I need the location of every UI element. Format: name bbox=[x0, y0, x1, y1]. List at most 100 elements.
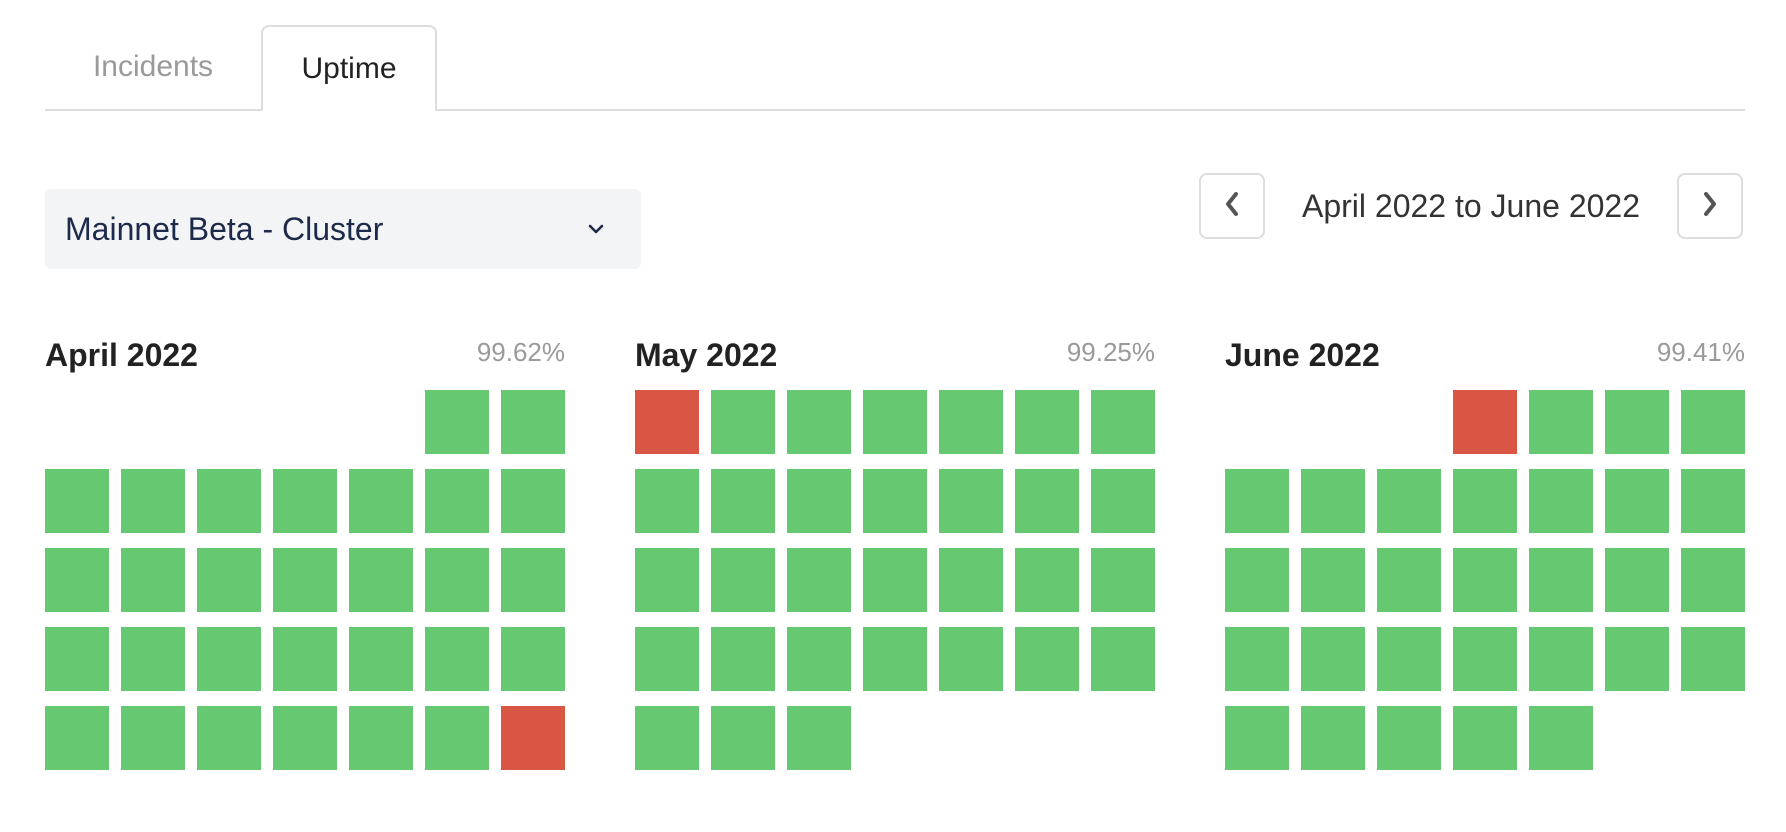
day-cell-operational[interactable] bbox=[273, 627, 337, 691]
day-cell-operational[interactable] bbox=[121, 469, 185, 533]
day-cell-operational[interactable] bbox=[1605, 390, 1669, 454]
day-cell-operational[interactable] bbox=[501, 548, 565, 612]
day-cell-operational[interactable] bbox=[349, 548, 413, 612]
day-cell-operational[interactable] bbox=[787, 469, 851, 533]
day-cell-operational[interactable] bbox=[635, 706, 699, 770]
day-cell-operational[interactable] bbox=[197, 548, 261, 612]
previous-range-button[interactable] bbox=[1199, 173, 1265, 239]
day-cell-operational[interactable] bbox=[1225, 469, 1289, 533]
component-select-value: Mainnet Beta - Cluster bbox=[65, 210, 384, 247]
day-cell-operational[interactable] bbox=[1091, 390, 1155, 454]
day-cell-operational[interactable] bbox=[1681, 390, 1745, 454]
day-cell-operational[interactable] bbox=[45, 469, 109, 533]
day-cell-operational[interactable] bbox=[501, 627, 565, 691]
month-title: June 2022 bbox=[1225, 337, 1380, 373]
day-cell-operational[interactable] bbox=[711, 548, 775, 612]
day-cell-operational[interactable] bbox=[1015, 627, 1079, 691]
day-cell-operational[interactable] bbox=[1605, 469, 1669, 533]
day-cell-operational[interactable] bbox=[939, 469, 1003, 533]
day-cell-operational[interactable] bbox=[349, 469, 413, 533]
day-grid bbox=[1225, 390, 1745, 770]
day-cell-operational[interactable] bbox=[863, 627, 927, 691]
day-cell-operational[interactable] bbox=[1453, 706, 1517, 770]
day-cell-operational[interactable] bbox=[1681, 627, 1745, 691]
day-cell-operational[interactable] bbox=[635, 469, 699, 533]
day-cell-operational[interactable] bbox=[45, 548, 109, 612]
day-cell-operational[interactable] bbox=[1529, 706, 1593, 770]
chevron-down-icon bbox=[585, 218, 607, 240]
day-cell-operational[interactable] bbox=[1529, 548, 1593, 612]
day-cell-operational[interactable] bbox=[425, 469, 489, 533]
day-cell-operational[interactable] bbox=[1015, 548, 1079, 612]
day-cell-operational[interactable] bbox=[635, 548, 699, 612]
day-cell-operational[interactable] bbox=[121, 548, 185, 612]
day-cell-operational[interactable] bbox=[45, 627, 109, 691]
day-cell-operational[interactable] bbox=[635, 627, 699, 691]
day-cell-outage[interactable] bbox=[635, 390, 699, 454]
day-cell-operational[interactable] bbox=[1681, 469, 1745, 533]
tab-incidents[interactable]: Incidents bbox=[92, 50, 214, 83]
day-cell-operational[interactable] bbox=[425, 627, 489, 691]
day-cell-operational[interactable] bbox=[197, 706, 261, 770]
day-cell-operational[interactable] bbox=[349, 706, 413, 770]
day-cell-operational[interactable] bbox=[273, 706, 337, 770]
day-cell-operational[interactable] bbox=[939, 627, 1003, 691]
day-cell-operational[interactable] bbox=[273, 548, 337, 612]
day-cell-operational[interactable] bbox=[863, 469, 927, 533]
day-cell-operational[interactable] bbox=[1225, 706, 1289, 770]
day-cell-operational[interactable] bbox=[1301, 706, 1365, 770]
day-cell-operational[interactable] bbox=[939, 390, 1003, 454]
day-cell-operational[interactable] bbox=[711, 706, 775, 770]
day-cell-operational[interactable] bbox=[1015, 390, 1079, 454]
day-cell-operational[interactable] bbox=[1301, 548, 1365, 612]
day-cell-operational[interactable] bbox=[197, 627, 261, 691]
day-cell-operational[interactable] bbox=[1091, 627, 1155, 691]
day-cell-operational[interactable] bbox=[1681, 548, 1745, 612]
day-cell-operational[interactable] bbox=[425, 390, 489, 454]
day-cell-operational[interactable] bbox=[501, 469, 565, 533]
day-cell-operational[interactable] bbox=[1529, 390, 1593, 454]
day-cell-operational[interactable] bbox=[501, 390, 565, 454]
next-range-button[interactable] bbox=[1677, 173, 1743, 239]
day-cell-operational[interactable] bbox=[1225, 627, 1289, 691]
day-cell-operational[interactable] bbox=[1091, 548, 1155, 612]
day-cell-operational[interactable] bbox=[1529, 469, 1593, 533]
day-cell-operational[interactable] bbox=[787, 627, 851, 691]
day-cell-operational[interactable] bbox=[45, 706, 109, 770]
day-cell-operational[interactable] bbox=[711, 469, 775, 533]
day-cell-operational[interactable] bbox=[863, 390, 927, 454]
day-cell-operational[interactable] bbox=[1453, 469, 1517, 533]
day-cell-operational[interactable] bbox=[1529, 627, 1593, 691]
day-cell-operational[interactable] bbox=[1377, 548, 1441, 612]
day-cell-operational[interactable] bbox=[863, 548, 927, 612]
day-cell-operational[interactable] bbox=[711, 627, 775, 691]
day-cell-operational[interactable] bbox=[787, 706, 851, 770]
day-cell-operational[interactable] bbox=[1091, 469, 1155, 533]
day-cell-operational[interactable] bbox=[425, 548, 489, 612]
day-cell-operational[interactable] bbox=[1605, 627, 1669, 691]
component-select[interactable]: Mainnet Beta - Cluster bbox=[45, 189, 641, 269]
day-cell-operational[interactable] bbox=[1225, 548, 1289, 612]
day-cell-operational[interactable] bbox=[939, 548, 1003, 612]
day-cell-outage[interactable] bbox=[1453, 390, 1517, 454]
day-cell-operational[interactable] bbox=[1453, 548, 1517, 612]
day-cell-operational[interactable] bbox=[1301, 469, 1365, 533]
day-cell-operational[interactable] bbox=[711, 390, 775, 454]
day-cell-operational[interactable] bbox=[121, 627, 185, 691]
tab-uptime[interactable]: Uptime bbox=[261, 25, 437, 111]
day-cell-outage[interactable] bbox=[501, 706, 565, 770]
day-cell-operational[interactable] bbox=[787, 390, 851, 454]
day-cell-operational[interactable] bbox=[121, 706, 185, 770]
day-cell-operational[interactable] bbox=[1377, 469, 1441, 533]
day-cell-operational[interactable] bbox=[1377, 706, 1441, 770]
day-cell-operational[interactable] bbox=[1015, 469, 1079, 533]
day-cell-operational[interactable] bbox=[1377, 627, 1441, 691]
day-cell-operational[interactable] bbox=[1605, 548, 1669, 612]
day-cell-operational[interactable] bbox=[273, 469, 337, 533]
day-cell-operational[interactable] bbox=[425, 706, 489, 770]
day-cell-operational[interactable] bbox=[349, 627, 413, 691]
day-cell-operational[interactable] bbox=[197, 469, 261, 533]
day-cell-operational[interactable] bbox=[1453, 627, 1517, 691]
day-cell-operational[interactable] bbox=[787, 548, 851, 612]
day-cell-operational[interactable] bbox=[1301, 627, 1365, 691]
